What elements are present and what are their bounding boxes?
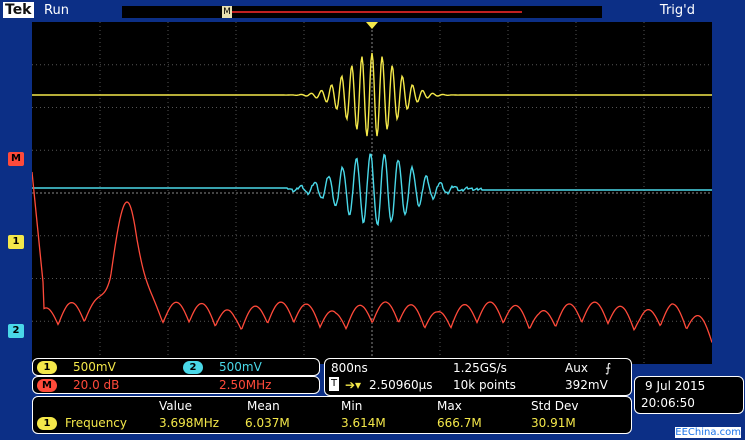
math-marker[interactable]: M [8,152,24,166]
record-window-line [232,11,522,13]
trigger-status: Trig'd [659,3,695,18]
col-value: Value [159,399,192,413]
math-center-freq: 2.50MHz [219,378,272,392]
meas-max: 666.7M [437,416,482,430]
meas-stddev: 30.91M [531,416,576,430]
ch1-scale: 500mV [73,360,116,374]
math-scale: 20.0 dB [73,378,120,392]
trigger-source: Aux [565,361,588,375]
trigger-icon: T [329,377,340,391]
trigger-level: 392mV [565,378,608,392]
math-fft-waveform [32,171,712,343]
date: 9 Jul 2015 [645,379,706,393]
record-length: 10k points [453,378,516,392]
col-max: Max [437,399,462,413]
measurement-panel[interactable]: Value Mean Min Max Std Dev 1 Frequency 3… [32,396,632,434]
ch2-waveform [32,153,712,227]
meas-mean: 6.037M [245,416,290,430]
col-min: Min [341,399,363,413]
timebase-readout[interactable]: 800ns 1.25GS/s Aux ⨍ T ➔▾ 2.50960µs 10k … [324,358,632,396]
trigger-position: 2.50960µs [369,378,433,392]
sample-rate: 1.25GS/s [453,361,507,375]
ch1-waveform [32,52,712,137]
ch1-marker[interactable]: 1 [8,235,24,249]
right-rail [712,22,745,364]
datetime-readout: 9 Jul 2015 20:06:50 [634,376,744,414]
waveform-display[interactable] [32,22,712,364]
arrow-icon: ➔▾ [345,378,362,392]
meas-value: 3.698MHz [159,416,220,430]
math-badge: M [37,379,57,392]
math-readout[interactable]: M 20.0 dB 2.50MHz [32,376,320,394]
horizontal-scale: 800ns [331,361,368,375]
brand-logo: Tek [3,2,34,18]
status-bar: Tek Run M Trig'd [0,0,745,22]
ch2-marker[interactable]: 2 [8,324,24,338]
watermark-credit: EEChina.com [675,427,741,438]
trigger-position-icon [366,22,378,29]
col-stddev: Std Dev [531,399,579,413]
record-position-marker[interactable]: M [222,6,232,18]
run-state[interactable]: Run [44,3,69,18]
meas-source-badge: 1 [37,417,57,430]
ch1-badge: 1 [37,361,57,374]
col-mean: Mean [247,399,280,413]
time: 20:06:50 [641,396,695,410]
rising-edge-icon: ⨍ [605,361,612,375]
meas-min: 3.614M [341,416,386,430]
channel-marker-rail: M 1 2 [0,22,32,364]
ch2-badge: 2 [183,361,203,374]
ch1-scale-readout[interactable]: 1 500mV 2 500mV [32,358,320,376]
meas-name: Frequency [65,416,127,430]
record-view-bar: M [122,6,602,18]
ch2-scale: 500mV [219,360,262,374]
graticule [32,22,712,364]
